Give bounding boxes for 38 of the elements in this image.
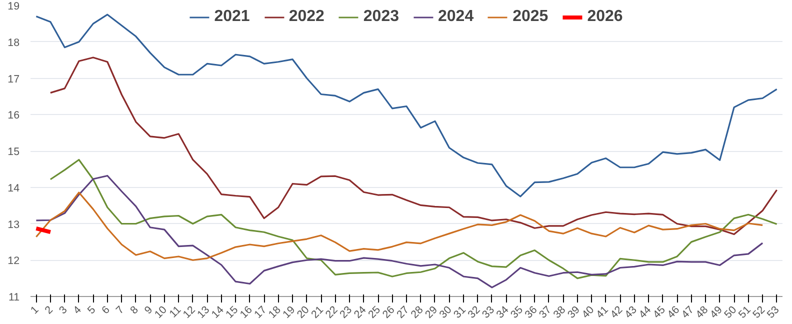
x-tick-label: 34 [494, 304, 512, 321]
x-tick-label: 5 [85, 304, 98, 317]
legend-label: 2026 [587, 8, 623, 26]
y-tick-label: 14 [8, 182, 20, 194]
y-tick-label: 17 [8, 73, 20, 86]
y-tick-label: 12 [8, 255, 20, 268]
x-tick-label: 2 [42, 304, 56, 317]
legend-label: 2021 [214, 8, 250, 26]
y-tick-label: 19 [8, 0, 20, 12]
y-tick-label: 16 [8, 110, 20, 122]
x-tick-label: 30 [437, 304, 454, 321]
x-tick-label: 1 [28, 304, 42, 317]
y-tick-label: 18 [8, 36, 20, 49]
y-tick-label: 15 [8, 146, 20, 158]
x-tick-label: 4 [71, 304, 84, 317]
x-tick-label: 7 [114, 304, 127, 317]
x-tick-label: 35 [508, 304, 526, 321]
line-series [35, 192, 764, 261]
legend-label: 2025 [512, 8, 548, 26]
x-tick-label: 31 [452, 304, 468, 321]
legend-label: 2023 [363, 8, 399, 26]
legend-label: 2024 [438, 8, 474, 26]
x-tick-label: 3 [56, 304, 70, 317]
x-tick-label: 6 [100, 304, 112, 317]
x-tick-label: 8 [128, 304, 141, 317]
y-tick-label: 11 [8, 292, 20, 304]
x-tick-label: 29 [423, 304, 440, 321]
legend-label: 2022 [288, 8, 324, 26]
line-series [35, 174, 764, 288]
x-tick-label: 27 [394, 304, 412, 321]
line-series [50, 158, 778, 280]
y-tick-label: 13 [8, 218, 20, 231]
x-tick-label: 32 [466, 304, 483, 321]
x-tick-label: 36 [522, 304, 540, 321]
x-tick-label: 37 [537, 304, 554, 321]
x-tick-label: 33 [480, 304, 497, 321]
x-tick-label: 28 [408, 304, 426, 321]
line-series [50, 56, 778, 236]
